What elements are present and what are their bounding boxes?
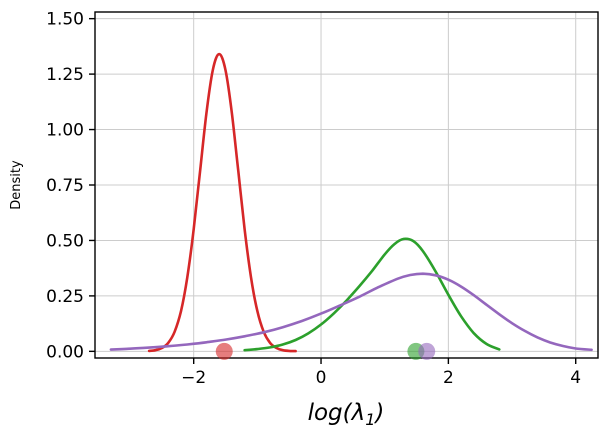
x-axis-label-main: log(λ [308,400,366,426]
y-tick-label: 0.00 [46,342,84,362]
x-axis-label-subscript: 1 [365,410,375,429]
data-point-markers [215,342,436,360]
density-curves [109,52,593,353]
x-tick-label: 4 [570,368,581,388]
x-axis-label: log(λ1) [308,400,385,429]
y-tick-label: 1.25 [46,65,84,85]
x-tick-label: −2 [181,368,206,388]
red-density-curve [147,52,297,353]
x-tick-label: 2 [443,368,454,388]
axes: −2 0 2 4 0.00 0.25 0.50 0.75 1.00 1.25 1.50 [46,10,599,388]
y-tick-label: 1.00 [46,121,84,141]
y-tick-label: 0.50 [46,231,84,251]
green-density-curve [243,237,501,352]
x-axis-label-close: ) [373,400,384,426]
red-point-marker [215,342,233,360]
x-tick-label: 0 [316,368,327,388]
grid-lines [95,12,598,358]
y-axis-label: Density [9,160,24,210]
purple-point-marker [418,342,436,360]
purple-density-curve [109,272,593,352]
y-tick-label: 0.75 [46,176,84,196]
y-tick-label: 0.25 [46,287,84,307]
y-tick-label: 1.50 [46,10,84,30]
